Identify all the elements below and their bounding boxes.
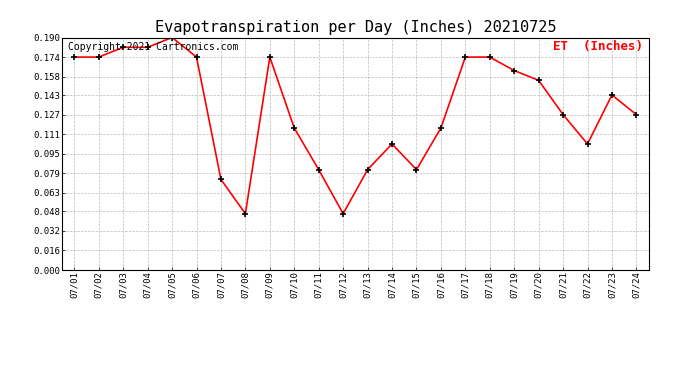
Text: ET  (Inches): ET (Inches) <box>553 40 642 53</box>
Text: Copyright 2021 Cartronics.com: Copyright 2021 Cartronics.com <box>68 42 238 52</box>
Title: Evapotranspiration per Day (Inches) 20210725: Evapotranspiration per Day (Inches) 2021… <box>155 20 556 35</box>
